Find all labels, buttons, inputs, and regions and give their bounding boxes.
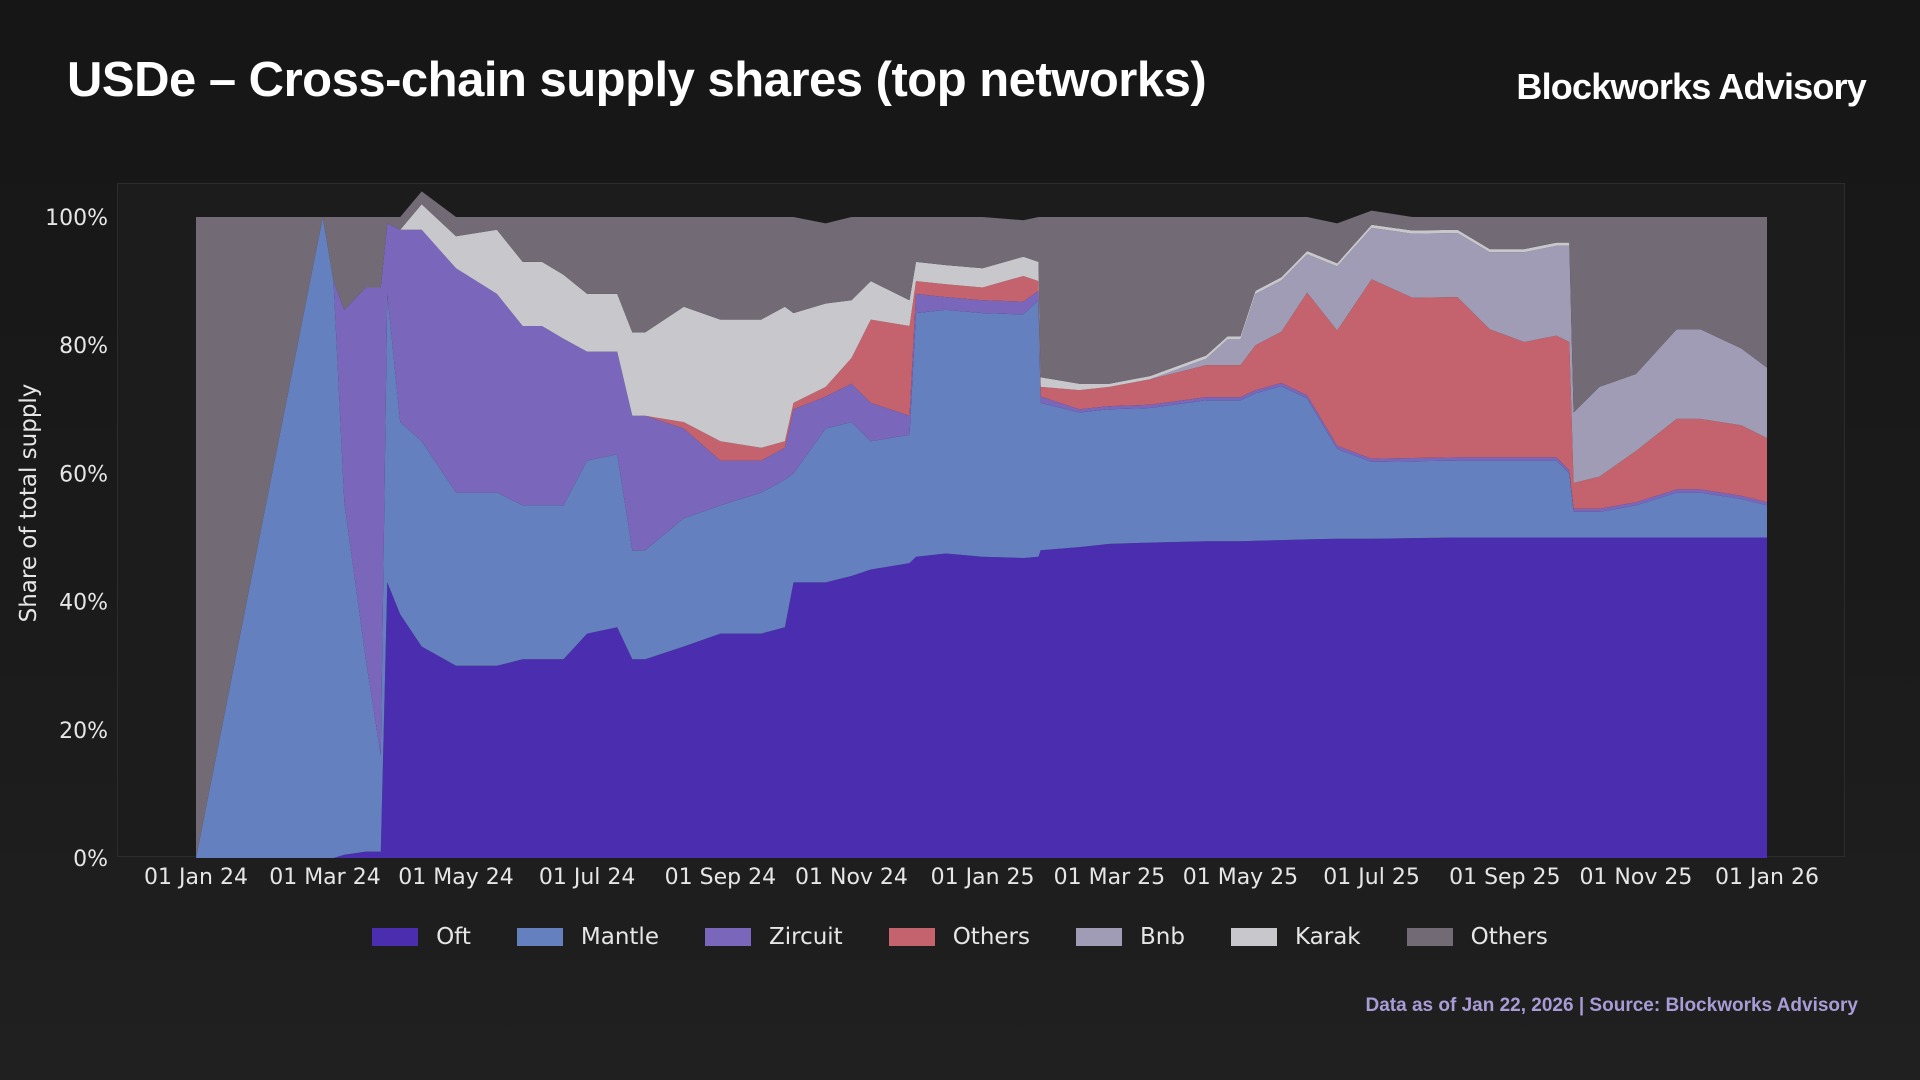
y-axis-ticks: 0% 20% 40% 60% 80% 100%	[45, 206, 108, 872]
legend-item: Others	[1406, 924, 1548, 950]
y-axis-title: Share of total supply	[16, 384, 42, 623]
legend-item: Oft	[372, 924, 471, 950]
y-tick-label: 20%	[59, 719, 108, 744]
legend: Oft Mantle Zircuit Others Bnb Karak Others	[0, 924, 1920, 950]
legend-label: Others	[1470, 924, 1548, 950]
chart-title: USDe – Cross-chain supply shares (top ne…	[67, 53, 1207, 107]
series-area-others-3	[196, 217, 1767, 858]
x-tick-label: 01 Jan 24	[144, 865, 248, 890]
x-tick-label: 01 Jul 25	[1323, 865, 1420, 890]
legend-label: Karak	[1294, 924, 1361, 950]
legend-swatch	[1230, 928, 1277, 946]
x-tick-label: 01 Jan 25	[931, 865, 1035, 890]
brand-logo-text: Blockworks Advisory	[1516, 66, 1866, 107]
x-tick-label: 01 Mar 24	[269, 865, 380, 890]
y-tick-label: 80%	[59, 334, 108, 359]
series-areas	[196, 191, 1767, 858]
x-tick-label: 01 Jul 24	[539, 865, 636, 890]
legend-label: Bnb	[1140, 924, 1185, 950]
x-tick-label: 01 Nov 24	[795, 865, 908, 890]
x-tick-label: 01 Nov 25	[1579, 865, 1692, 890]
y-tick-label: 60%	[59, 462, 108, 487]
legend-item: Others	[888, 924, 1030, 950]
series-area-zircuit-2	[196, 217, 1767, 858]
x-tick-label: 01 Sep 24	[665, 865, 776, 890]
x-tick-label: 01 Sep 25	[1449, 865, 1560, 890]
y-tick-label: 100%	[45, 206, 108, 231]
x-tick-label: 01 May 25	[1183, 865, 1298, 890]
series-area-others-6	[196, 191, 1767, 858]
legend-swatch	[1406, 928, 1453, 946]
series-area-mantle-1	[196, 217, 1767, 858]
legend-item: Karak	[1230, 924, 1361, 950]
legend-item: Zircuit	[704, 924, 843, 950]
legend-swatch	[704, 928, 751, 946]
legend-label: Mantle	[580, 924, 659, 950]
legend-label: Oft	[436, 924, 471, 950]
x-axis-ticks: 01 Jan 24 01 Mar 24 01 May 24 01 Jul 24 01 S…	[144, 865, 1819, 890]
y-tick-label: 0%	[73, 847, 108, 872]
legend-item: Mantle	[516, 924, 659, 950]
source-note: Data as of Jan 22, 2026 | Source: Blockw…	[1365, 995, 1859, 1016]
y-tick-label: 40%	[59, 591, 108, 616]
legend-item: Bnb	[1076, 924, 1185, 950]
x-tick-label: 01 May 24	[398, 865, 513, 890]
x-tick-label: 01 Mar 25	[1054, 865, 1165, 890]
legend-label: Others	[952, 924, 1030, 950]
legend-swatch	[516, 928, 563, 946]
x-tick-label: 01 Jan 26	[1715, 865, 1819, 890]
legend-label: Zircuit	[768, 924, 843, 950]
legend-swatch	[1076, 928, 1122, 946]
legend-swatch	[372, 928, 419, 946]
series-area-oft-0	[196, 537, 1767, 858]
legend-swatch	[888, 928, 935, 946]
